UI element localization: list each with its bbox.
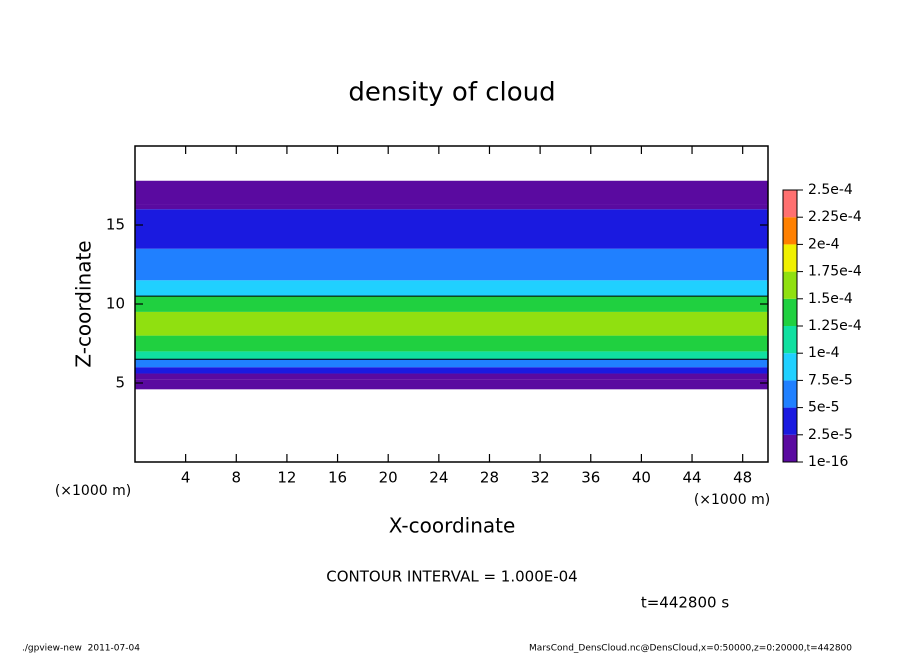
footer-right: MarsCond_DensCloud.nc@DensCloud,x=0:5000… bbox=[529, 644, 852, 654]
colorbar-label: 5e-5 bbox=[808, 400, 839, 416]
colorbar-label: 1e-4 bbox=[808, 345, 840, 361]
colorbar-label: 2e-4 bbox=[808, 236, 840, 252]
footer-left: ./gpview-new 2011-07-04 bbox=[22, 644, 140, 654]
colorbar-label: 1.75e-4 bbox=[808, 264, 862, 280]
x-tick-label: 40 bbox=[632, 469, 651, 487]
y-axis-label: Z-coordinate bbox=[72, 240, 96, 367]
y-tick-label: 5 bbox=[115, 374, 125, 392]
colorbar-label: 1.25e-4 bbox=[808, 318, 862, 334]
colorbar-bin bbox=[783, 190, 797, 218]
colorbar-bin bbox=[783, 217, 797, 245]
field-band bbox=[135, 248, 768, 265]
field-band bbox=[135, 311, 768, 336]
x-tick-label: 12 bbox=[277, 469, 296, 487]
field-band bbox=[135, 351, 768, 360]
colorbar-label: 2.25e-4 bbox=[808, 209, 862, 225]
colorbar-bin bbox=[783, 434, 797, 462]
x-axis-label: X-coordinate bbox=[389, 514, 516, 538]
colorbar-bin bbox=[783, 380, 797, 408]
contour-interval: CONTOUR INTERVAL = 1.000E-04 bbox=[326, 568, 577, 586]
x-tick-label: 32 bbox=[531, 469, 550, 487]
colorbar-bin bbox=[783, 407, 797, 435]
field-band bbox=[135, 367, 768, 374]
x-unit-left: (×1000 m) bbox=[55, 483, 131, 499]
time-label: t=442800 s bbox=[641, 594, 729, 612]
x-tick-label: 44 bbox=[682, 469, 701, 487]
colorbar-bin bbox=[783, 271, 797, 299]
x-tick-label: 36 bbox=[581, 469, 600, 487]
colorbar-bin bbox=[783, 298, 797, 326]
field-band bbox=[135, 280, 768, 297]
colorbar-bin bbox=[783, 326, 797, 354]
x-tick-label: 24 bbox=[429, 469, 448, 487]
x-tick-label: 20 bbox=[379, 469, 398, 487]
field-band bbox=[135, 379, 768, 390]
x-tick-label: 4 bbox=[181, 469, 191, 487]
colorbar-label: 1.5e-4 bbox=[808, 291, 853, 307]
y-tick-label: 10 bbox=[106, 295, 125, 313]
field-band bbox=[135, 204, 768, 210]
colorbar-bin bbox=[783, 244, 797, 272]
field-band bbox=[135, 264, 768, 281]
x-unit-right: (×1000 m) bbox=[694, 492, 770, 508]
colorbar-label: 2.5e-4 bbox=[808, 182, 853, 198]
colorbar-label: 1e-16 bbox=[808, 454, 848, 470]
colorbar-bin bbox=[783, 353, 797, 381]
field-band bbox=[135, 209, 768, 225]
field-band bbox=[135, 359, 768, 368]
colorbar-label: 7.5e-5 bbox=[808, 372, 853, 388]
field-band bbox=[135, 296, 768, 312]
field-band bbox=[135, 225, 768, 249]
field-band bbox=[135, 180, 768, 205]
y-tick-label: 15 bbox=[106, 216, 125, 234]
field-band bbox=[135, 335, 768, 352]
x-tick-label: 28 bbox=[480, 469, 499, 487]
field-band bbox=[135, 373, 768, 380]
x-tick-label: 16 bbox=[328, 469, 347, 487]
colorbar-label: 2.5e-5 bbox=[808, 427, 853, 443]
chart-title: density of cloud bbox=[348, 78, 555, 108]
x-tick-label: 48 bbox=[733, 469, 752, 487]
x-tick-label: 8 bbox=[232, 469, 242, 487]
